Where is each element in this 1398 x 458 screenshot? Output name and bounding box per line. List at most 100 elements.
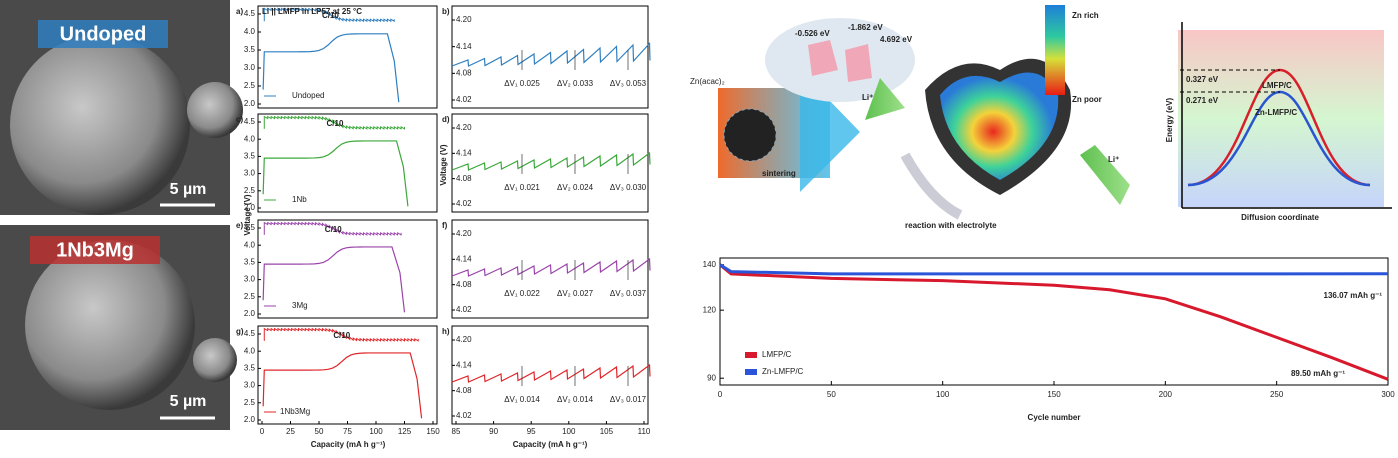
x-tick-label: 75 [343,427,352,436]
y-tick-label: 4.02 [456,305,472,314]
x-tick-label: 110 [638,427,651,436]
profile-curve [263,7,395,23]
profile-curve [262,246,406,313]
arrow [1080,145,1130,205]
ion: Li⁺ [862,93,873,102]
y-tick-label: 2.5 [244,186,256,195]
profile-curve [263,221,402,236]
x-tick-label: 90 [489,427,498,436]
frame [451,5,649,109]
y-tick-label: 4.14 [456,148,472,157]
x-tick-label: 85 [452,427,461,436]
particle [10,35,190,215]
frame [451,219,649,319]
x-tick-label: 50 [827,390,836,399]
x-tick-label: 250 [1270,390,1284,399]
y-axis-label: Voltage (V) [243,194,252,236]
grain-core [940,72,1059,180]
sem-label: Undoped [60,23,147,45]
y-tick-label: 4.14 [456,42,472,51]
legend-label: Zn-LMFP/C [762,367,804,376]
y-tick-label: 90 [707,373,716,382]
particle [187,82,243,138]
crystal [845,44,872,82]
y-tick-label: 4.02 [456,411,472,420]
profile-curve [262,140,409,207]
zoom-curve [451,257,651,277]
sem-images: Undoped 5 µm 1Nb3Mg 5 µm [0,0,243,430]
y-tick-label: 2.5 [244,81,256,90]
frame [257,219,438,319]
legend-label: 1Nb3Mg [280,407,310,416]
rate-label: C/10 [327,119,344,128]
y-tick-label: 2.0 [244,203,256,212]
y-tick-label: 4.20 [456,335,472,344]
profile-curve [263,115,405,130]
frame [257,5,438,109]
arrow [865,78,905,120]
rate-label: C/10 [322,11,339,20]
zoom-curve [451,42,651,67]
x-tick-label: 95 [527,427,536,436]
particle [25,240,195,410]
y-tick-label: 4.08 [456,280,472,289]
x-axis-label: Capacity (mA h g⁻¹) [513,440,588,449]
delta-v: ΔV₃ 0.037 [610,289,647,298]
y-tick-label: 4.5 [244,9,256,18]
y-tick-label: 4.5 [244,329,256,338]
frame [451,325,649,425]
particle [193,338,237,382]
panel-letter: b) [442,7,450,16]
sem-label: 1Nb3Mg [56,239,134,261]
y-tick-label: 2.5 [244,398,256,407]
delta-v: ΔV₃ 0.017 [610,395,647,404]
x-tick-label: 300 [1381,390,1395,399]
y-axis-label: Voltage (V) [439,144,448,186]
delta-v: ΔV₂ 0.027 [557,289,594,298]
y-tick-label: 4.20 [456,15,472,24]
panel-letter: h) [442,327,450,336]
y-tick-label: 2.0 [244,99,256,108]
y-tick-label: 2.5 [244,292,256,301]
crystal [808,40,838,76]
profile-curve [263,327,419,342]
precursor: Zn(acac)₂ [690,77,725,86]
energy-value: 4.692 eV [880,35,913,44]
profile-curve [262,352,423,419]
delta-v: ΔV₃ 0.053 [610,79,647,88]
zoom-curve [451,363,651,383]
scale-label: 5 µm [170,393,207,410]
x-tick-label: 0 [260,427,265,436]
x-tick-label: 125 [398,427,412,436]
y-tick-label: 120 [703,305,717,314]
x-tick-label: 105 [600,427,614,436]
colorbar-label: Zn poor [1072,95,1102,104]
ion: Li⁺ [1108,155,1119,164]
y-tick-label: 140 [703,260,717,269]
delta-v: ΔV₂ 0.014 [557,395,594,404]
panel-letter: a) [236,7,243,16]
y-tick-label: 4.0 [244,240,256,249]
annotation: 136.07 mAh g⁻¹ [1324,291,1383,300]
x-tick-label: 100 [936,390,950,399]
delta-v: ΔV₃ 0.030 [610,183,647,192]
y-axis-label: Energy (eV) [1165,97,1174,142]
zoom-bubble [765,18,915,102]
x-tick-label: 200 [1159,390,1173,399]
x-tick-label: 150 [1047,390,1061,399]
x-tick-label: 100 [562,427,576,436]
y-tick-label: 4.14 [456,360,472,369]
x-tick-label: 150 [426,427,440,436]
x-tick-label: 50 [315,427,324,436]
panel-letter: e) [236,221,243,230]
label-bg [30,236,160,264]
y-tick-label: 4.08 [456,386,472,395]
y-tick-label: 4.0 [244,346,256,355]
y-tick-label: 4.20 [456,229,472,238]
colorbar-label: Zn rich [1072,11,1099,20]
delta-v: ΔV₁ 0.025 [504,79,540,88]
y-tick-label: 4.14 [456,254,472,263]
series-line [719,263,1389,276]
